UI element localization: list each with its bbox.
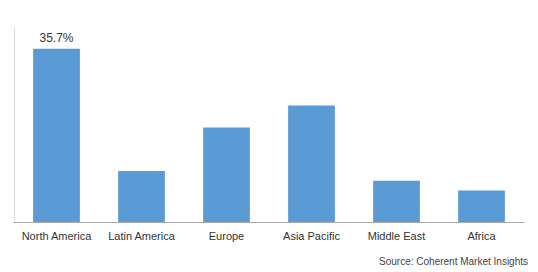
svg-text:Source: Coherent Market Insigh: Source: Coherent Market Insights	[379, 256, 528, 267]
svg-text:35.7%: 35.7%	[39, 31, 73, 45]
svg-text:Latin America: Latin America	[108, 230, 176, 242]
svg-text:Asia Pacific: Asia Pacific	[283, 230, 340, 242]
svg-text:Middle East: Middle East	[368, 230, 425, 242]
svg-text:Europe: Europe	[209, 230, 244, 242]
svg-text:North America: North America	[22, 230, 93, 242]
svg-text:Africa: Africa	[467, 230, 496, 242]
